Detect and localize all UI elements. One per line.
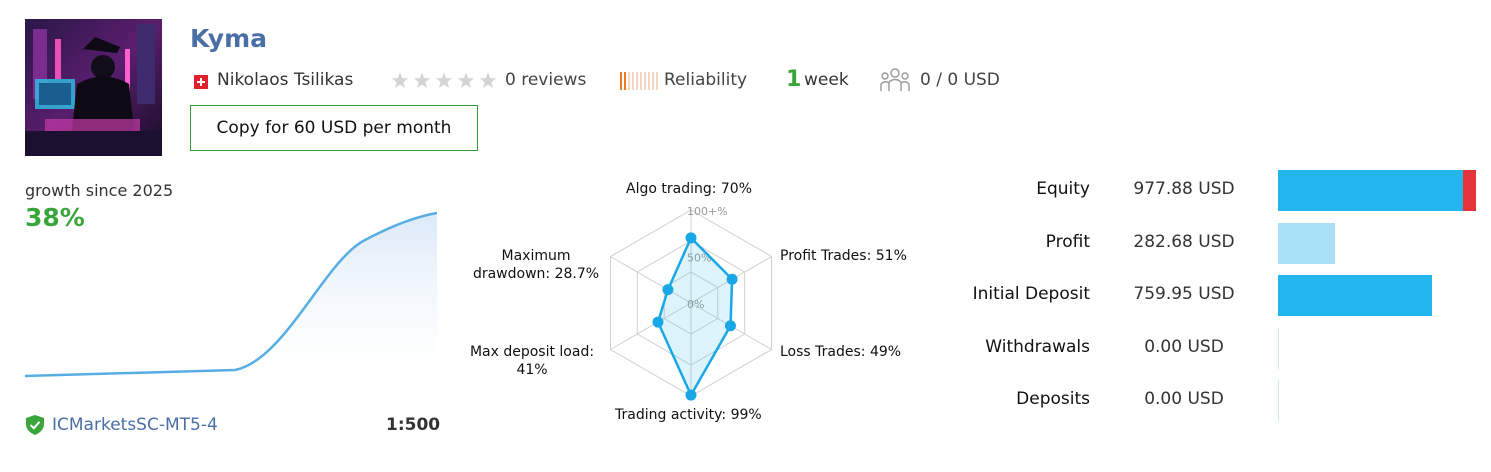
reliability-icon bbox=[620, 72, 658, 90]
radar-chart: 100+% 50% 0% Algo trading: 70% Profit Trad… bbox=[440, 160, 940, 434]
radar-data-point bbox=[685, 232, 697, 244]
stat-value: 0.00 USD bbox=[1144, 389, 1224, 409]
reliability-bar bbox=[632, 72, 634, 90]
broker-server-link[interactable]: ICMarketsSC-MT5-4 bbox=[52, 415, 218, 435]
reliability-bar bbox=[648, 72, 650, 90]
signal-title[interactable]: Kyma bbox=[190, 24, 267, 53]
reliability-label: Reliability bbox=[664, 70, 748, 90]
radar-axis-line bbox=[610, 256, 692, 304]
reliability-bar bbox=[640, 72, 642, 90]
star-icon bbox=[457, 72, 475, 88]
radar-data-point bbox=[724, 320, 736, 332]
growth-value: 38% bbox=[25, 203, 85, 232]
reliability-bar bbox=[620, 72, 622, 90]
stat-bar bbox=[1278, 327, 1279, 369]
radar-data-point bbox=[685, 389, 697, 401]
star-icon bbox=[479, 72, 497, 88]
subscribers-icon bbox=[880, 67, 910, 97]
growth-line bbox=[24, 211, 438, 378]
radar-data-polygon bbox=[656, 236, 734, 397]
avatar[interactable] bbox=[25, 19, 162, 156]
stat-value: 759.95 USD bbox=[1133, 284, 1235, 304]
reviews-link[interactable]: 0 reviews bbox=[505, 70, 587, 90]
stat-label: Initial Deposit bbox=[972, 284, 1090, 304]
reliability-bar bbox=[628, 72, 630, 90]
swiss-flag-icon bbox=[194, 75, 208, 89]
stat-value: 0.00 USD bbox=[1144, 336, 1224, 357]
radar-label-max-drawdown: Maximum drawdown: 28.7% bbox=[466, 247, 606, 283]
star-icon bbox=[435, 72, 453, 88]
verified-shield-icon bbox=[25, 414, 45, 440]
reliability-bar bbox=[636, 72, 638, 90]
weeks-label: week bbox=[804, 70, 849, 90]
author-name[interactable]: Nikolaos Tsilikas bbox=[217, 70, 354, 90]
growth-chart[interactable] bbox=[24, 200, 438, 389]
reliability-bar bbox=[656, 72, 658, 90]
radar-data-point bbox=[726, 273, 738, 285]
weeks-count: 1 bbox=[786, 67, 802, 92]
radar-label-loss-trades: Loss Trades: 49% bbox=[780, 344, 902, 360]
radar-label-max-deposit-load: Max deposit load: 41% bbox=[462, 343, 602, 379]
radar-label-profit-trades: Profit Trades: 51% bbox=[780, 248, 907, 264]
stat-value: 977.88 USD bbox=[1133, 179, 1235, 199]
stat-label: Withdrawals bbox=[985, 336, 1090, 357]
radar-scale-label: 100+% bbox=[687, 205, 728, 218]
star-icon bbox=[391, 72, 409, 88]
stat-bar bbox=[1278, 380, 1279, 421]
radar-data-point bbox=[662, 284, 674, 296]
rating-stars bbox=[391, 72, 499, 94]
radar-axis-line bbox=[610, 302, 692, 350]
stat-value: 282.68 USD bbox=[1133, 231, 1235, 252]
growth-area bbox=[25, 213, 437, 385]
stat-label: Profit bbox=[1045, 231, 1090, 252]
stat-bar bbox=[1278, 170, 1476, 211]
reliability-bar bbox=[644, 72, 646, 90]
radar-label-algo-trading: Algo trading: 70% bbox=[626, 181, 753, 197]
star-icon bbox=[413, 72, 431, 88]
reliability-bar bbox=[652, 72, 654, 90]
radar-scale-label: 0% bbox=[687, 298, 704, 311]
radar-label-line: 41% bbox=[516, 362, 548, 378]
stat-label: Deposits bbox=[1016, 389, 1090, 409]
growth-label: growth since 2025 bbox=[25, 181, 174, 200]
copy-subscription-button[interactable]: Copy for 60 USD per month bbox=[190, 105, 478, 151]
radar-label-line: drawdown: 28.7% bbox=[472, 266, 600, 282]
radar-label-line: Max deposit load: bbox=[469, 344, 595, 360]
subscribers-count: 0 / 0 USD bbox=[920, 70, 1000, 90]
radar-label-trading-activity: Trading activity: 99% bbox=[615, 407, 762, 423]
stat-bar bbox=[1278, 222, 1336, 264]
stat-bar bbox=[1278, 275, 1432, 316]
stat-label: Equity bbox=[1036, 179, 1090, 199]
radar-data-point bbox=[652, 316, 664, 328]
leverage-value: 1:500 bbox=[386, 415, 441, 435]
radar-label-line: Maximum bbox=[501, 248, 571, 264]
radar-scale-label: 50% bbox=[687, 252, 711, 265]
stat-bar-drawdown bbox=[1463, 170, 1476, 211]
reliability-bar bbox=[624, 72, 626, 90]
